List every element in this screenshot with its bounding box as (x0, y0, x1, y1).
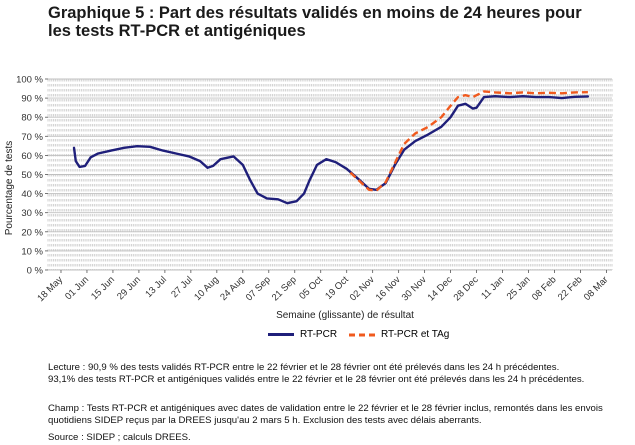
x-tick-label: 21 Sep (270, 274, 299, 303)
legend-item-rt-pcr-tag: RT-PCR et TAg (349, 329, 449, 340)
x-tick-label: 13 Jul (143, 274, 169, 300)
y-tick-label: 90 % (21, 94, 43, 105)
lecture-line-2: 93,1% des tests RT-PCR et antigéniques v… (48, 374, 585, 385)
champ-line-2: quotidiens SIDEP reçus par la DREES jusq… (48, 415, 482, 426)
lecture-note: Lecture : 90,9 % des tests validés RT-PC… (48, 362, 628, 386)
x-tick-label: 18 May (35, 274, 65, 304)
x-axis-label: Semaine (glissante) de résultat (276, 310, 414, 321)
y-axis-label: Pourcentage de tests (4, 141, 15, 236)
y-tick-label: 100 % (16, 75, 43, 86)
series-line-rt-pcr-tag (349, 90, 588, 192)
x-tick-label: 24 Aug (218, 274, 247, 303)
x-tick-label: 05 Oct (297, 274, 325, 302)
x-tick-label: 08 Feb (530, 274, 559, 303)
x-tick-label: 01 Jun (63, 274, 91, 302)
chart-legend: RT-PCR RT-PCR et TAg (0, 329, 635, 347)
legend-item-rt-pcr: RT-PCR (268, 329, 337, 340)
y-tick-label: 80 % (21, 113, 43, 124)
chart-title: Graphique 5 : Part des résultats validés… (48, 4, 628, 40)
y-tick-label: 50 % (21, 170, 43, 181)
y-tick-label: 40 % (21, 189, 43, 200)
x-tick-label: 30 Nov (400, 274, 429, 303)
legend-label-rt-pcr: RT-PCR (300, 329, 338, 340)
series-line-rt-pcr (72, 95, 590, 205)
chart-title-line-2: les tests RT-PCR et antigéniques (48, 22, 306, 40)
x-tick-label: 02 Nov (348, 274, 377, 303)
x-tick-label: 10 Aug (192, 274, 221, 303)
champ-line-1: Champ : Tests RT-PCR et antigéniques ave… (48, 403, 603, 414)
y-tick-label: 30 % (21, 208, 43, 219)
x-tick-label: 22 Feb (556, 274, 585, 303)
grid-layer (47, 78, 613, 271)
y-tick-label: 60 % (21, 151, 43, 162)
x-tick-label: 25 Jan (505, 274, 533, 302)
chart-title-line-1: Graphique 5 : Part des résultats validés… (48, 4, 582, 22)
source-note: Source : SIDEP ; calculs DREES. (48, 432, 628, 444)
series-layer (72, 90, 590, 205)
x-tick-label: 15 Jun (89, 274, 117, 302)
legend-label-rt-pcr-tag: RT-PCR et TAg (381, 329, 450, 340)
x-tick-label: 19 Oct (323, 274, 351, 302)
y-tick-label: 10 % (21, 246, 43, 257)
y-tick-label: 20 % (21, 227, 43, 238)
x-tick-label: 27 Jul (169, 274, 195, 300)
champ-note: Champ : Tests RT-PCR et antigéniques ave… (48, 403, 628, 427)
x-tick-label: 08 Mar (582, 274, 611, 303)
x-tick-label: 16 Nov (374, 274, 403, 303)
x-tick-label: 29 Jun (115, 274, 143, 302)
x-tick-label: 14 Dec (426, 274, 455, 303)
y-tick-label: 70 % (21, 132, 43, 143)
y-tick-label: 0 % (27, 266, 44, 277)
x-tick-label: 07 Sep (244, 274, 273, 303)
x-tick-label: 11 Jan (479, 274, 506, 301)
source-line: Source : SIDEP ; calculs DREES. (48, 432, 191, 443)
lecture-line-1: Lecture : 90,9 % des tests validés RT-PC… (48, 362, 560, 373)
legend-swatch-rt-pcr (268, 333, 294, 336)
legend-swatch-rt-pcr-tag (349, 333, 375, 336)
x-tick-label: 28 Dec (452, 274, 481, 303)
